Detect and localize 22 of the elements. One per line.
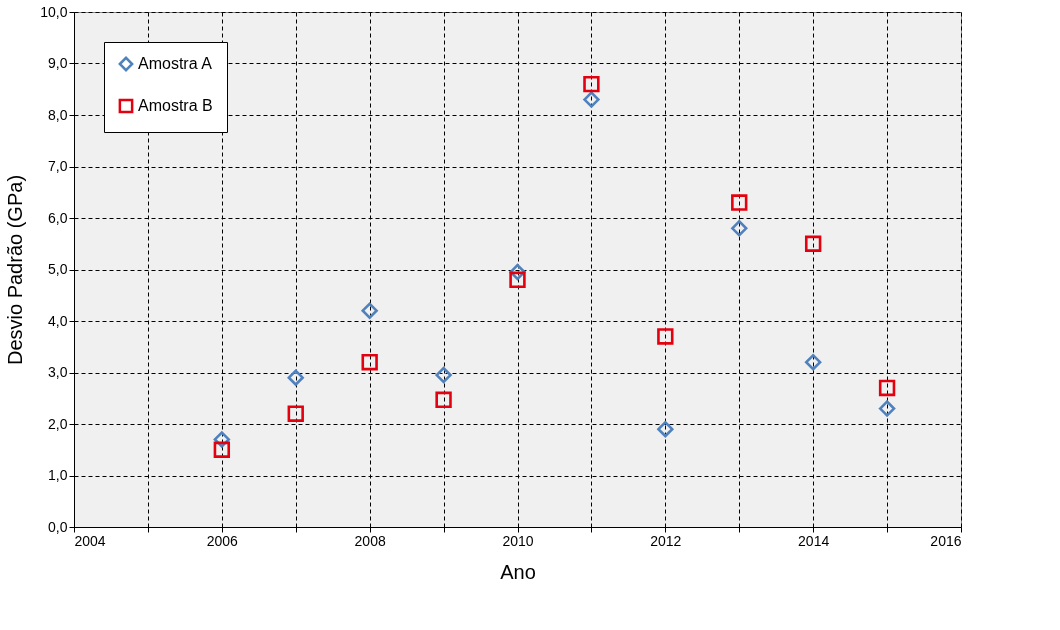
x-tick-label: 2008: [354, 532, 386, 549]
y-tick-label: 4,0: [48, 312, 68, 329]
x-tick-label: 2006: [206, 532, 239, 549]
y-tick-label: 7,0: [48, 158, 68, 174]
y-tick-label: 5,0: [48, 261, 68, 277]
x-tick-label: 2016: [930, 532, 962, 549]
x-tick-label: 2010: [502, 532, 534, 549]
y-tick-label: 9,0: [48, 55, 68, 71]
x-tick-label: 2014: [798, 532, 830, 549]
y-tick-label: 8,0: [48, 106, 68, 123]
x-tick-label: 2012: [650, 532, 682, 549]
y-axis-title: Desvio Padrão (GPa): [4, 174, 27, 366]
y-tick-label: 10,0: [40, 3, 68, 20]
y-tick-label: 3,0: [48, 364, 68, 380]
y-tick-label: 1,0: [48, 467, 68, 483]
legend-label: Amostra B: [138, 97, 213, 114]
x-tick-label: 2004: [74, 532, 106, 549]
y-tick-label: 0,0: [48, 518, 68, 535]
y-tick-label: 6,0: [48, 209, 68, 226]
legend-label: Amostra A: [138, 55, 213, 72]
y-tick-label: 2,0: [48, 415, 68, 432]
x-axis-title: Ano: [500, 560, 536, 583]
